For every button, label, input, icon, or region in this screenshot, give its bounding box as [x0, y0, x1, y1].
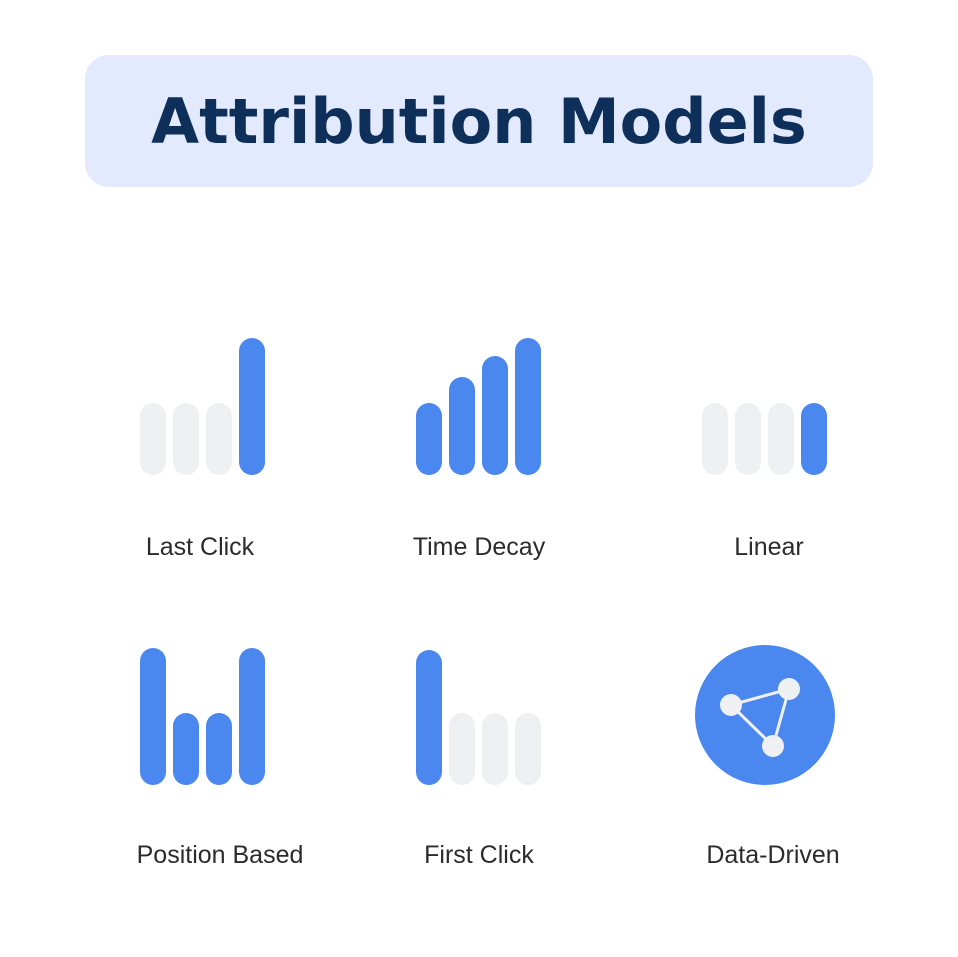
- active-bar: [239, 338, 265, 475]
- model-label: Time Decay: [412, 533, 546, 561]
- inactive-bar: [768, 403, 794, 475]
- model-label: Position Based: [136, 841, 304, 869]
- active-bar: [482, 356, 508, 475]
- inactive-bar: [173, 403, 199, 475]
- inactive-bar: [482, 713, 508, 785]
- model-label: Linear: [734, 533, 804, 561]
- node: [720, 694, 742, 716]
- active-bar: [416, 403, 442, 475]
- model-label: Last Click: [145, 533, 255, 561]
- inactive-bar: [735, 403, 761, 475]
- active-bar: [416, 650, 442, 785]
- title-banner: Attribution Models: [85, 55, 873, 187]
- model-label: First Click: [424, 841, 534, 869]
- inactive-bar: [449, 713, 475, 785]
- model-label: Data-Driven: [706, 841, 840, 869]
- active-bar: [515, 338, 541, 475]
- active-bar: [801, 403, 827, 475]
- active-bar: [173, 713, 199, 785]
- active-bar: [239, 648, 265, 785]
- network-graph-icon: [695, 645, 835, 785]
- active-bar: [206, 713, 232, 785]
- active-bar: [449, 377, 475, 475]
- inactive-bar: [515, 713, 541, 785]
- page-title: Attribution Models: [151, 84, 807, 158]
- active-bar: [140, 648, 166, 785]
- node: [778, 678, 800, 700]
- node: [762, 735, 784, 757]
- icon-background: [695, 645, 835, 785]
- inactive-bar: [702, 403, 728, 475]
- inactive-bar: [206, 403, 232, 475]
- inactive-bar: [140, 403, 166, 475]
